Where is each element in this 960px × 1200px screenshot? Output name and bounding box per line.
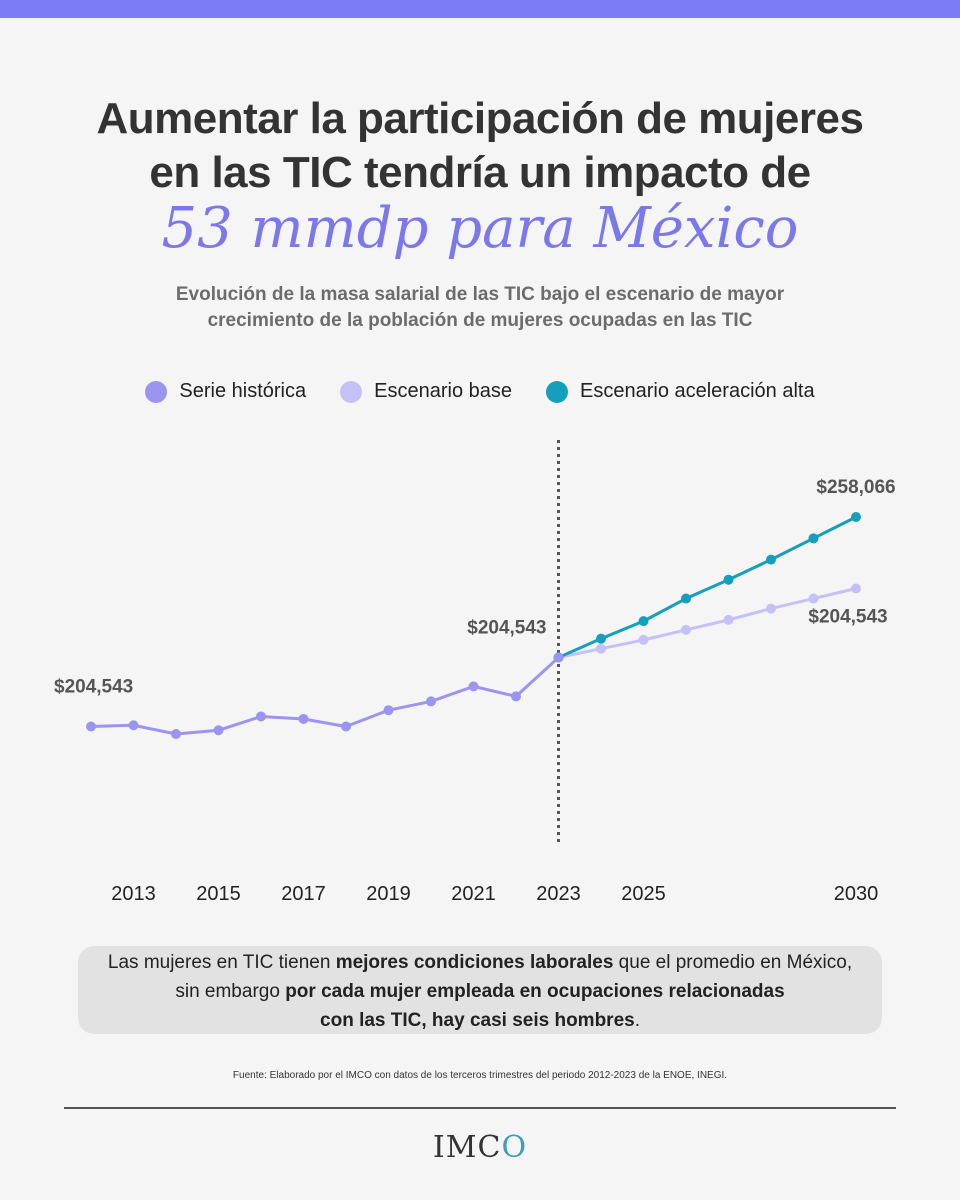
x-tick-label-2013: 2013 <box>111 883 156 905</box>
x-tick-label-2019: 2019 <box>366 883 411 905</box>
data-point-s0-2013 <box>128 720 139 731</box>
data-point-s0-2016 <box>256 711 266 722</box>
headline: Aumentar la participación de mujeres en … <box>0 92 960 200</box>
data-point-s0-2019 <box>383 705 394 716</box>
data-point-s1-2028 <box>766 603 776 614</box>
legend-item-aceleracion: Escenario aceleración alta <box>546 380 815 403</box>
x-tick-label-2015: 2015 <box>196 883 241 905</box>
callout-line-1: Las mujeres en TIC tienen mejores condic… <box>78 948 882 977</box>
legend-swatch-base <box>340 380 363 403</box>
data-point-s2-2029 <box>808 533 819 544</box>
data-point-s1-2026 <box>681 624 691 635</box>
data-label-3: $204,543 <box>808 607 887 628</box>
callout-line-2: sin embargo por cada mujer empleada en o… <box>78 977 882 1006</box>
logo-swirl: O <box>501 1130 528 1165</box>
data-point-s2-2030 <box>851 511 861 522</box>
headline-highlight: 53 mmdp para México <box>161 196 799 261</box>
callout-text-2: que el promedio en México, <box>613 952 853 973</box>
logo-text: IMC <box>432 1130 502 1165</box>
data-label-2: $258,066 <box>816 477 895 498</box>
imco-logo: IMCO <box>0 1130 960 1165</box>
data-point-s2-2027 <box>723 574 734 585</box>
data-label-0: $204,543 <box>54 677 133 698</box>
top-accent-bar <box>0 0 960 18</box>
series-line-2 <box>557 515 857 659</box>
data-point-s0-2021 <box>468 681 479 692</box>
subtitle-line-1: Evolución de la masa salarial de las TIC… <box>175 284 785 305</box>
data-point-s0-2020 <box>426 696 436 707</box>
data-point-s2-2024 <box>596 633 606 644</box>
data-point-s1-2029 <box>808 593 819 604</box>
callout-line-3: con las TIC, hay casi seis hombres. <box>78 1006 882 1035</box>
data-point-s1-2024 <box>596 643 606 654</box>
series-line-0 <box>90 656 560 736</box>
chart-legend: Serie histórica Escenario base Escenario… <box>0 380 960 403</box>
callout-bold-1: mejores condiciones laborales <box>335 952 614 973</box>
callout-bold-2: por cada mujer empleada en ocupaciones r… <box>285 981 785 1002</box>
data-point-s2-2028 <box>766 554 776 565</box>
legend-item-historica: Serie histórica <box>145 380 306 403</box>
legend-label-aceleracion: Escenario aceleración alta <box>580 380 815 402</box>
data-label-1: $204,543 <box>467 618 546 639</box>
data-point-s2-2025 <box>638 616 649 627</box>
subtitle-line-2: crecimiento de la población de mujeres o… <box>207 310 753 331</box>
callout-text-1: Las mujeres en TIC tienen <box>107 952 336 973</box>
x-tick-label-2023: 2023 <box>536 883 581 905</box>
data-point-s1-2025 <box>638 634 649 645</box>
data-point-s1-2027 <box>723 614 734 625</box>
data-point-s0-2014 <box>171 729 181 740</box>
data-point-s0-2023 <box>553 652 564 663</box>
legend-swatch-aceleracion <box>546 380 568 403</box>
callout-text-4: . <box>634 1010 640 1031</box>
legend-label-base: Escenario base <box>374 380 512 402</box>
callout-text-3: sin embargo <box>175 981 286 1002</box>
x-tick-label-2025: 2025 <box>621 883 666 905</box>
x-tick-label-2030: 2030 <box>834 883 879 905</box>
data-point-s1-2030 <box>851 583 861 594</box>
callout-box: Las mujeres en TIC tienen mejores condic… <box>78 946 882 1034</box>
chart-subtitle: Evolución de la masa salarial de las TIC… <box>0 282 960 334</box>
data-point-s0-2018 <box>341 721 351 732</box>
data-point-s0-2015 <box>213 725 224 736</box>
legend-swatch-historica <box>145 380 168 403</box>
data-point-s0-2017 <box>298 713 309 724</box>
callout-bold-3: con las TIC, hay casi seis hombres <box>320 1010 635 1031</box>
legend-item-base: Escenario base <box>340 380 512 403</box>
headline-line-1: Aumentar la participación de mujeres <box>96 94 864 143</box>
x-tick-label-2021: 2021 <box>451 883 496 905</box>
footer-divider <box>64 1107 896 1109</box>
data-point-s2-2026 <box>681 593 691 604</box>
data-point-s0-2022 <box>511 691 521 702</box>
x-tick-label-2017: 2017 <box>281 883 326 905</box>
headline-line-2: en las TIC tendría un impacto de <box>149 148 811 197</box>
legend-label-historica: Serie histórica <box>179 380 307 402</box>
series-line-1 <box>558 587 857 659</box>
line-chart: $204,543 $204,543 $258,066 $204,543 2013 2015… <box>54 440 896 905</box>
data-point-s0-2012 <box>86 721 96 732</box>
source-note: Fuente: Elaborado por el IMCO con datos … <box>232 1070 728 1081</box>
